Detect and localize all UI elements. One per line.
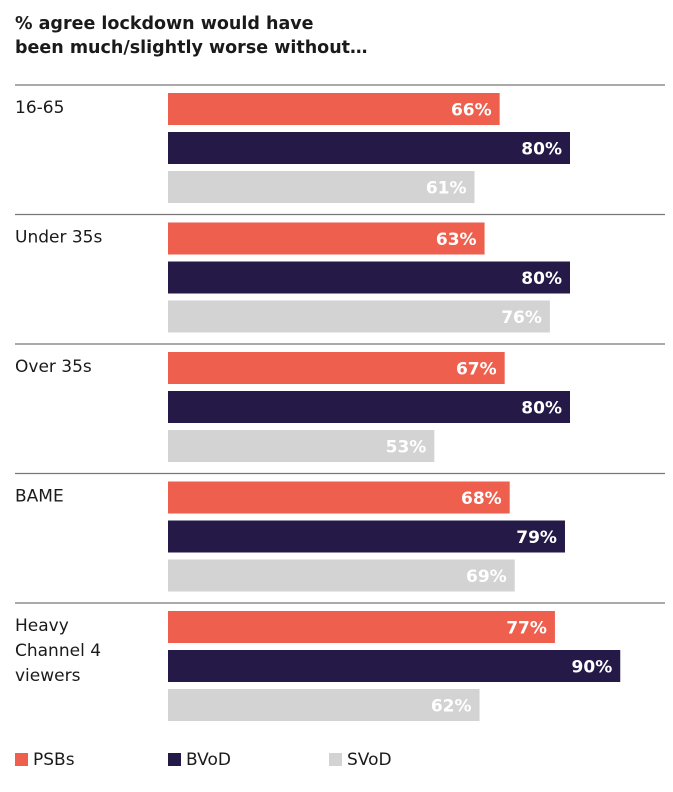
category-label-heavy-channel-4-viewers: Heavy Channel 4 viewers — [15, 616, 101, 686]
legend-swatch-svod — [329, 753, 342, 766]
legend-item-svod: SVoD — [329, 749, 392, 771]
bar-psbs-over-35s — [168, 352, 505, 384]
data-label-svod-over-35s: 53% — [386, 438, 427, 458]
bar-svod-heavy-channel-4-viewers — [168, 689, 480, 721]
data-label-svod-16-65: 61% — [426, 179, 467, 199]
bar-svod-over-35s — [168, 430, 435, 462]
legend-label-svod: SVoD — [347, 750, 392, 770]
data-label-psbs-over-35s: 67% — [456, 360, 497, 380]
bar-psbs-bame — [168, 481, 510, 514]
category-label-over-35s: Over 35s — [15, 357, 92, 377]
category-label-bame: BAME — [15, 487, 64, 507]
bar-svod-under-35s — [168, 300, 550, 333]
data-label-psbs-16-65: 66% — [451, 101, 492, 121]
legend-label-bvod: BVoD — [186, 750, 231, 770]
category-label-under-35s: Under 35s — [15, 228, 102, 248]
data-label-svod-under-35s: 76% — [501, 308, 542, 328]
bar-psbs-under-35s — [168, 222, 485, 255]
bar-bvod-bame — [168, 520, 565, 553]
data-label-bvod-under-35s: 80% — [521, 269, 562, 289]
legend-item-bvod: BVoD — [168, 749, 231, 771]
legend-swatch-bvod — [168, 753, 181, 766]
data-label-svod-heavy-channel-4-viewers: 62% — [431, 697, 472, 717]
bar-bvod-16-65 — [168, 132, 570, 164]
bar-chart: 16-65 66% 80% 61% Under 35s 63% 80% 76% Over 35s… — [15, 84, 665, 721]
category-label-line: Over 35s — [15, 357, 92, 377]
data-label-psbs-heavy-channel-4-viewers: 77% — [506, 619, 547, 639]
data-label-bvod-bame: 79% — [516, 528, 557, 548]
legend-label-psbs: PSBs — [33, 750, 75, 770]
category-label-line: BAME — [15, 487, 64, 507]
category-label-line: Heavy — [15, 616, 69, 636]
category-label-line: viewers — [15, 666, 81, 686]
category-label-16-65: 16-65 — [15, 98, 64, 118]
bar-bvod-heavy-channel-4-viewers — [168, 650, 621, 682]
data-label-svod-bame: 69% — [466, 567, 507, 587]
data-label-bvod-over-35s: 80% — [521, 399, 562, 419]
legend-swatch-psbs — [15, 753, 28, 766]
bar-svod-16-65 — [168, 171, 475, 203]
category-label-line: 16-65 — [15, 98, 64, 118]
bar-psbs-heavy-channel-4-viewers — [168, 611, 555, 643]
bar-bvod-under-35s — [168, 261, 570, 294]
chart-title: % agree lockdown would have been much/sl… — [15, 12, 615, 60]
data-label-psbs-bame: 68% — [461, 489, 502, 509]
data-label-bvod-heavy-channel-4-viewers: 90% — [572, 658, 613, 678]
chart-title-line-2: been much/slightly worse without… — [15, 38, 368, 58]
bar-bvod-over-35s — [168, 391, 570, 423]
bar-psbs-16-65 — [168, 93, 500, 125]
chart-title-line-1: % agree lockdown would have — [15, 14, 314, 34]
category-label-line: Channel 4 — [15, 641, 101, 661]
category-label-line: Under 35s — [15, 228, 102, 248]
data-label-psbs-under-35s: 63% — [436, 230, 477, 250]
data-label-bvod-16-65: 80% — [521, 140, 562, 160]
legend-item-psbs: PSBs — [15, 749, 75, 771]
bar-svod-bame — [168, 559, 515, 592]
